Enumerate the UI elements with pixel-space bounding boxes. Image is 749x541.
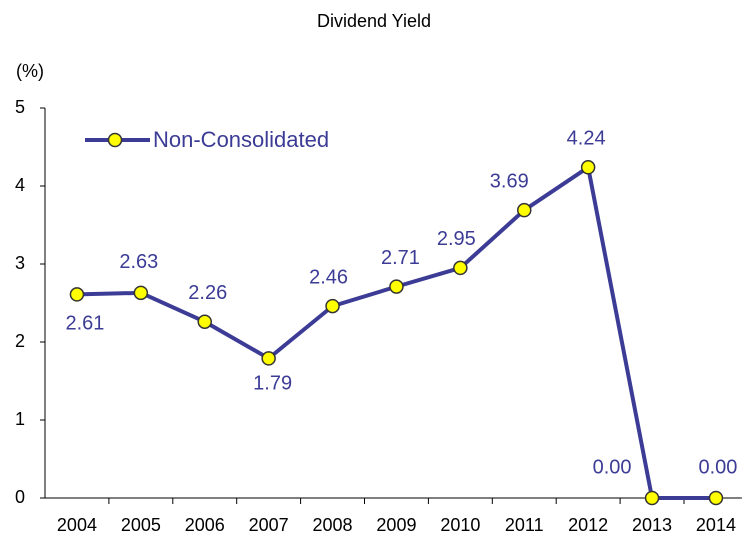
legend-marker (107, 132, 123, 148)
value-label: 2.46 (309, 266, 348, 288)
data-point (389, 279, 404, 294)
data-point (197, 314, 212, 329)
x-tick-label: 2010 (440, 515, 480, 535)
y-tick-label: 1 (15, 409, 25, 429)
y-tick-label: 5 (15, 97, 25, 117)
value-label: 2.61 (65, 313, 104, 335)
value-label: 2.63 (119, 251, 158, 273)
data-point (261, 351, 276, 366)
x-tick-label: 2008 (313, 515, 353, 535)
data-point (69, 287, 85, 302)
value-label: 1.79 (253, 373, 292, 395)
x-tick-label: 2012 (568, 515, 608, 535)
x-tick-label: 2005 (121, 515, 161, 535)
data-point (580, 160, 596, 175)
value-label: 0.00 (698, 456, 737, 478)
data-point (325, 298, 340, 314)
chart-title: Dividend Yield (317, 11, 431, 31)
value-label: 2.26 (188, 282, 227, 304)
data-point (644, 490, 660, 506)
value-label: 2.71 (381, 247, 420, 269)
y-axis-label: (%) (16, 61, 44, 81)
data-point (708, 490, 724, 506)
data-point (517, 202, 532, 218)
value-label: 0.00 (593, 456, 632, 478)
legend-label: Non-Consolidated (153, 127, 329, 152)
x-tick-label: 2013 (632, 515, 672, 535)
data-point (133, 285, 149, 301)
x-tick-label: 2009 (376, 515, 416, 535)
y-tick-label: 0 (15, 487, 25, 507)
x-tick-label: 2004 (57, 515, 97, 535)
y-tick-label: 4 (15, 175, 25, 195)
x-tick-label: 2006 (185, 515, 225, 535)
data-point (453, 260, 468, 276)
data-line (76, 165, 716, 500)
x-tick-label: 2014 (696, 515, 736, 535)
value-label: 3.69 (490, 170, 529, 192)
y-tick-label: 2 (15, 331, 25, 351)
x-tick-label: 2011 (505, 515, 544, 535)
x-tick-label: 2007 (249, 515, 289, 535)
y-tick-label: 3 (15, 253, 25, 273)
value-label: 4.24 (567, 128, 606, 150)
value-label: 2.95 (437, 228, 476, 250)
